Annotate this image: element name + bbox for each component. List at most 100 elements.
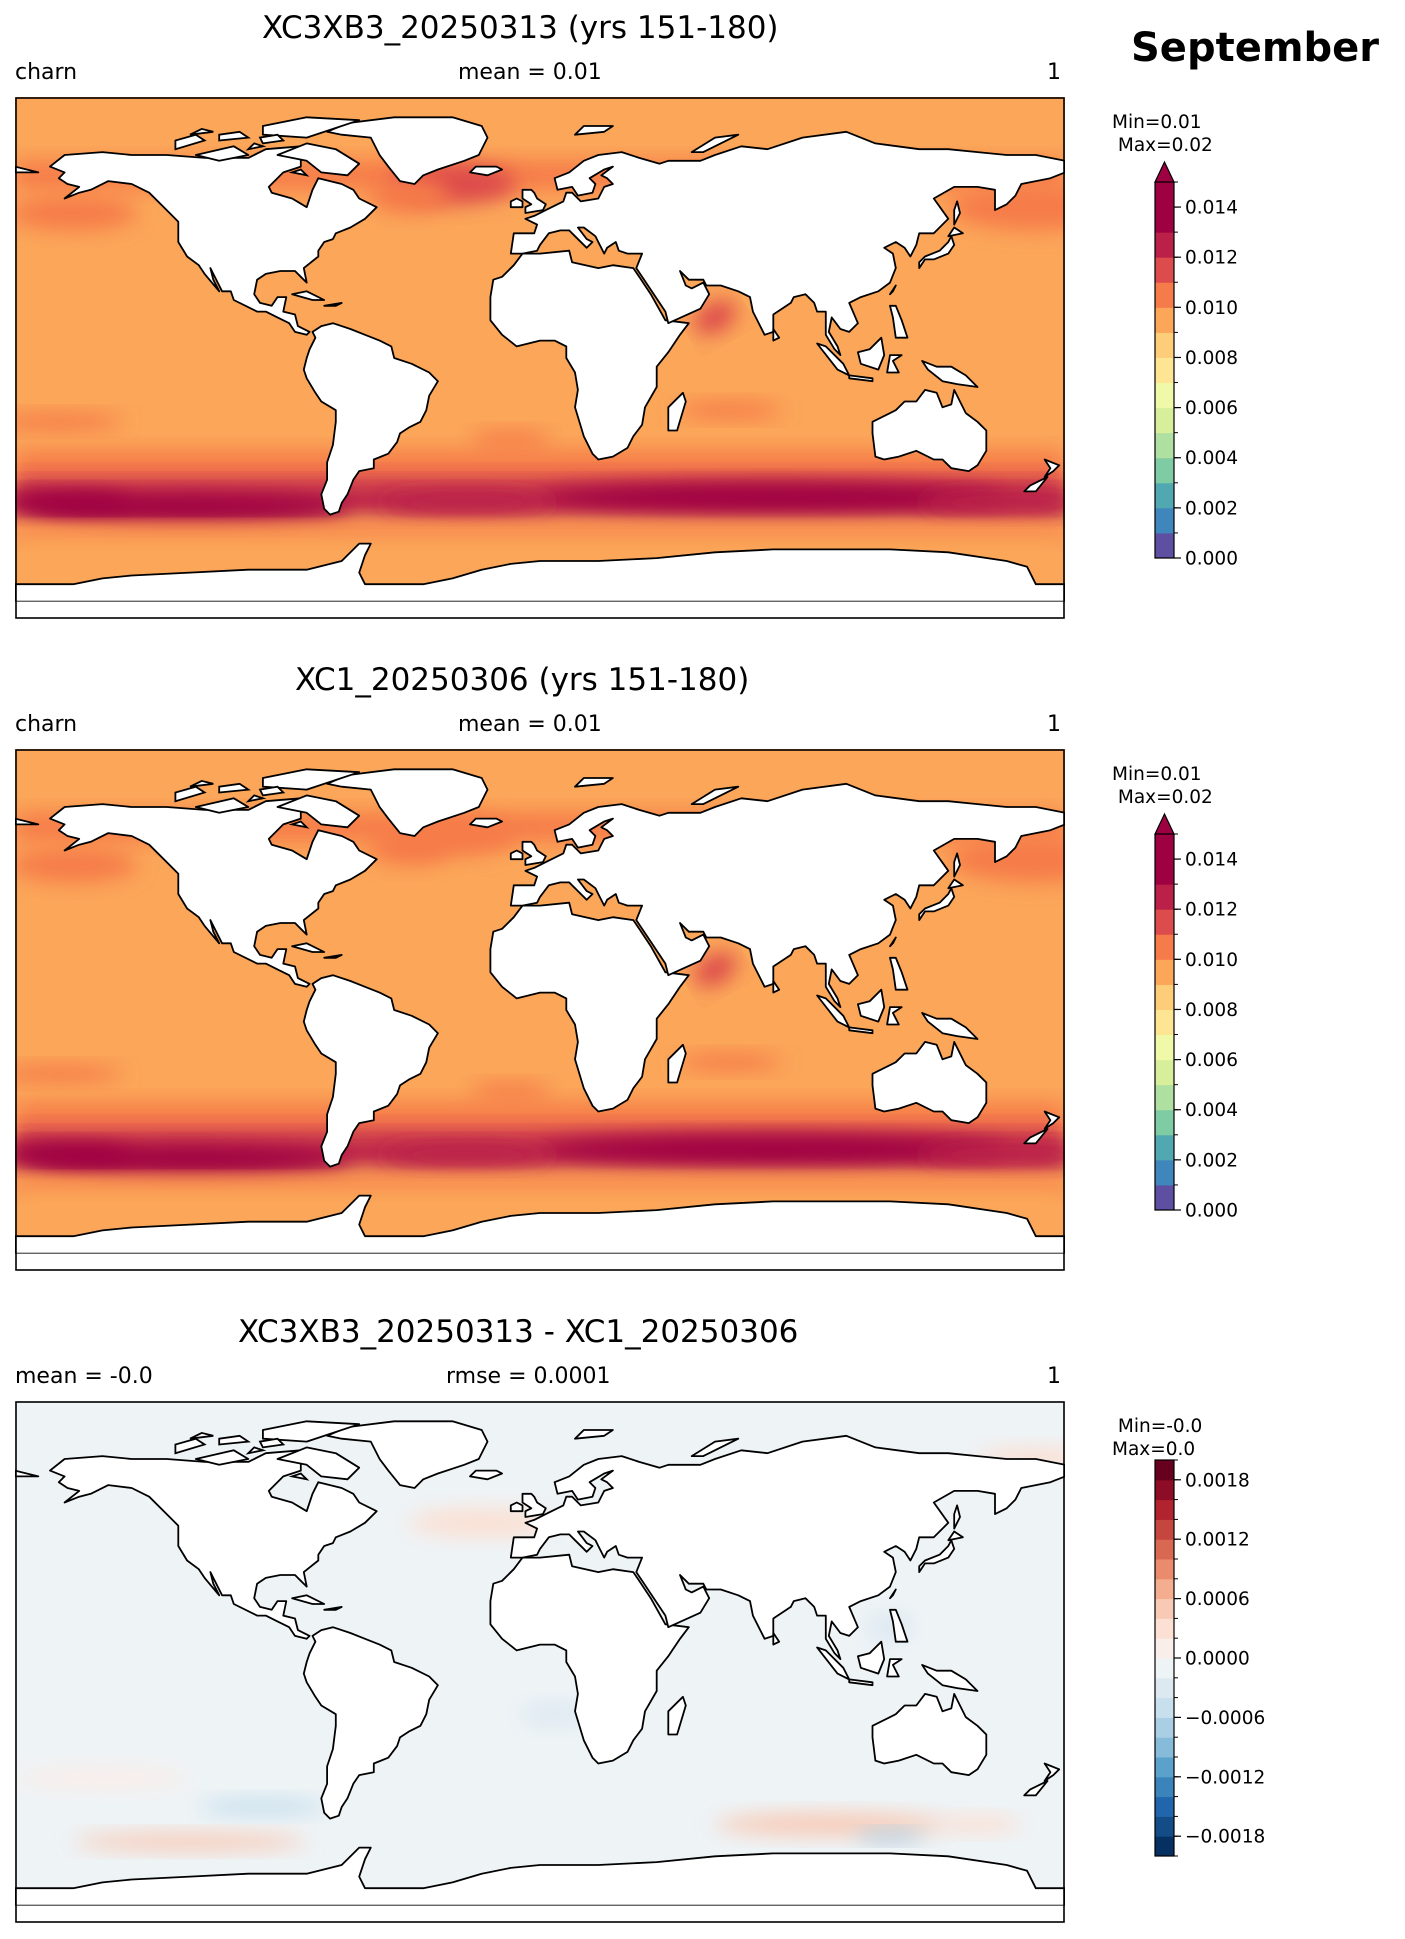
- land-arctic-island: [258, 133, 286, 145]
- panel-2-center-label: mean = 0.01: [458, 712, 602, 737]
- colorbar-2: 0.000 0.002 0.004 0.006 0.008 0.010 0.012 0.014: [1154, 812, 1238, 1222]
- land-borneo: [857, 988, 886, 1023]
- land-ireland: [509, 1501, 524, 1513]
- land-north-america: [49, 145, 378, 336]
- land-sumatra: [816, 1646, 851, 1681]
- indian-southern-max: [540, 482, 1007, 512]
- land-sri-lanka: [772, 1632, 781, 1646]
- colorbar-segment: [1155, 934, 1174, 960]
- colorbar-tick-label: 0.006: [1185, 398, 1238, 419]
- land-greenland: [326, 116, 489, 185]
- panel-3-title: XC3XB3_20250313 - XC1_20250306: [238, 1314, 799, 1350]
- colorbar-segment: [1155, 382, 1174, 409]
- land-arctic-island: [288, 820, 310, 829]
- land-antarctica: [15, 542, 1065, 603]
- land-madagascar: [667, 1043, 687, 1084]
- colorbar-segment: [1155, 1697, 1174, 1718]
- colorbar-outline: [1154, 182, 1175, 559]
- colorbar-1-minmax: Min=0.01 Max=0.02: [1112, 111, 1213, 157]
- colorbar-segment: [1155, 1598, 1174, 1619]
- land-hokkaido: [947, 878, 964, 890]
- south-atlantic-patch: [470, 430, 552, 448]
- land-sakhalin: [953, 852, 961, 878]
- land-australia: [871, 1040, 988, 1125]
- colorbar-segment: [1155, 1559, 1174, 1580]
- land-novaya-zemlya: [690, 1437, 740, 1457]
- colorbar-segment: [1155, 207, 1174, 233]
- land-north-america: [49, 1449, 378, 1640]
- land-arctic-island: [189, 127, 214, 136]
- land-baffin: [276, 142, 361, 177]
- land-new-zealand: [1023, 1127, 1049, 1145]
- south-atlantic-southern-high: [379, 491, 555, 515]
- panel-1-right-label: 1: [1047, 60, 1061, 85]
- land-arctic-island: [258, 785, 286, 797]
- colorbar-segment: [1155, 1159, 1174, 1186]
- land-new-zealand: [1023, 475, 1049, 493]
- colorbar-segment: [1155, 257, 1174, 283]
- tasman-southern-high: [919, 491, 1065, 515]
- colorbar-segment: [1155, 1737, 1174, 1758]
- land-cuba: [291, 290, 326, 301]
- arabian-sea-high: [693, 300, 737, 335]
- map-panel-3: [15, 1401, 1065, 1923]
- land-sri-lanka: [772, 328, 781, 342]
- land-australia: [871, 388, 988, 473]
- south-atlantic-negative: [519, 1702, 590, 1726]
- land-java: [848, 1678, 874, 1687]
- colorbar-segment: [1155, 1539, 1174, 1560]
- colorbar-segment: [1155, 984, 1174, 1010]
- land-arctic-island: [218, 782, 251, 794]
- land-philippines: [889, 1608, 909, 1643]
- colorbar-tick-label: −0.0012: [1185, 1767, 1265, 1788]
- colorbar-tick-label: 0.008: [1185, 1000, 1238, 1021]
- land-taiwan: [889, 1588, 897, 1600]
- land-arctic-island: [189, 1431, 214, 1440]
- colorbar-tick-label: 0.002: [1185, 1150, 1238, 1171]
- south-atlantic-southern-high: [379, 1143, 555, 1167]
- panel-3-right-label: 1: [1047, 1364, 1061, 1389]
- land-south-america: [302, 1626, 439, 1820]
- land-java: [848, 374, 874, 383]
- polar-nodata: [15, 1905, 1065, 1923]
- colorbar-segment: [1155, 1796, 1174, 1817]
- land-novaya-zemlya: [690, 133, 740, 153]
- land-novaya-zemlya: [690, 785, 740, 805]
- colorbar-1-min: Min=0.01: [1112, 112, 1202, 133]
- colorbar-segment: [1155, 182, 1174, 208]
- panel-1-center-label: mean = 0.01: [458, 60, 602, 85]
- land-kamchatka-island: [15, 165, 40, 174]
- land-iceland: [469, 1469, 504, 1481]
- land-arctic-island: [218, 1434, 251, 1446]
- colorbar-segment: [1155, 1059, 1174, 1086]
- land-eurasia: [509, 782, 1065, 1009]
- land-britain: [521, 1492, 547, 1518]
- land-victoria-island: [194, 797, 250, 814]
- colorbar-segment: [1155, 1677, 1174, 1699]
- land-sulawesi: [886, 354, 903, 374]
- colorbar-segment: [1155, 859, 1174, 885]
- land-madagascar: [667, 1695, 687, 1736]
- polar-nodata: [15, 1253, 1065, 1271]
- land-arctic-island: [245, 142, 267, 151]
- colorbar-segment: [1155, 1638, 1174, 1659]
- land-iceland: [469, 817, 504, 829]
- colorbar-1-max: Max=0.02: [1112, 135, 1213, 157]
- land-victoria-island: [194, 145, 250, 162]
- map-frame: [15, 749, 1065, 1271]
- colorbar-3-max: Max=0.0: [1112, 1439, 1196, 1461]
- colorbar-tick-label: 0.0018: [1185, 1470, 1250, 1491]
- colorbar-tick-label: 0.004: [1185, 448, 1238, 469]
- indian-southern-negative: [855, 1830, 925, 1842]
- land-greenland: [326, 768, 489, 837]
- colorbar-segment: [1155, 1836, 1174, 1857]
- colorbar-segment: [1155, 1184, 1174, 1211]
- land-britain: [521, 840, 547, 866]
- colorbar-segment: [1155, 1519, 1174, 1540]
- south-pacific-west-max: [15, 1143, 132, 1167]
- colorbar-tick-label: 0.0006: [1185, 1589, 1250, 1610]
- land-africa: [489, 901, 690, 1113]
- land-taiwan: [889, 284, 897, 296]
- panel-3-center-label: rmse = 0.0001: [446, 1364, 611, 1389]
- colorbar-segment: [1155, 1658, 1174, 1679]
